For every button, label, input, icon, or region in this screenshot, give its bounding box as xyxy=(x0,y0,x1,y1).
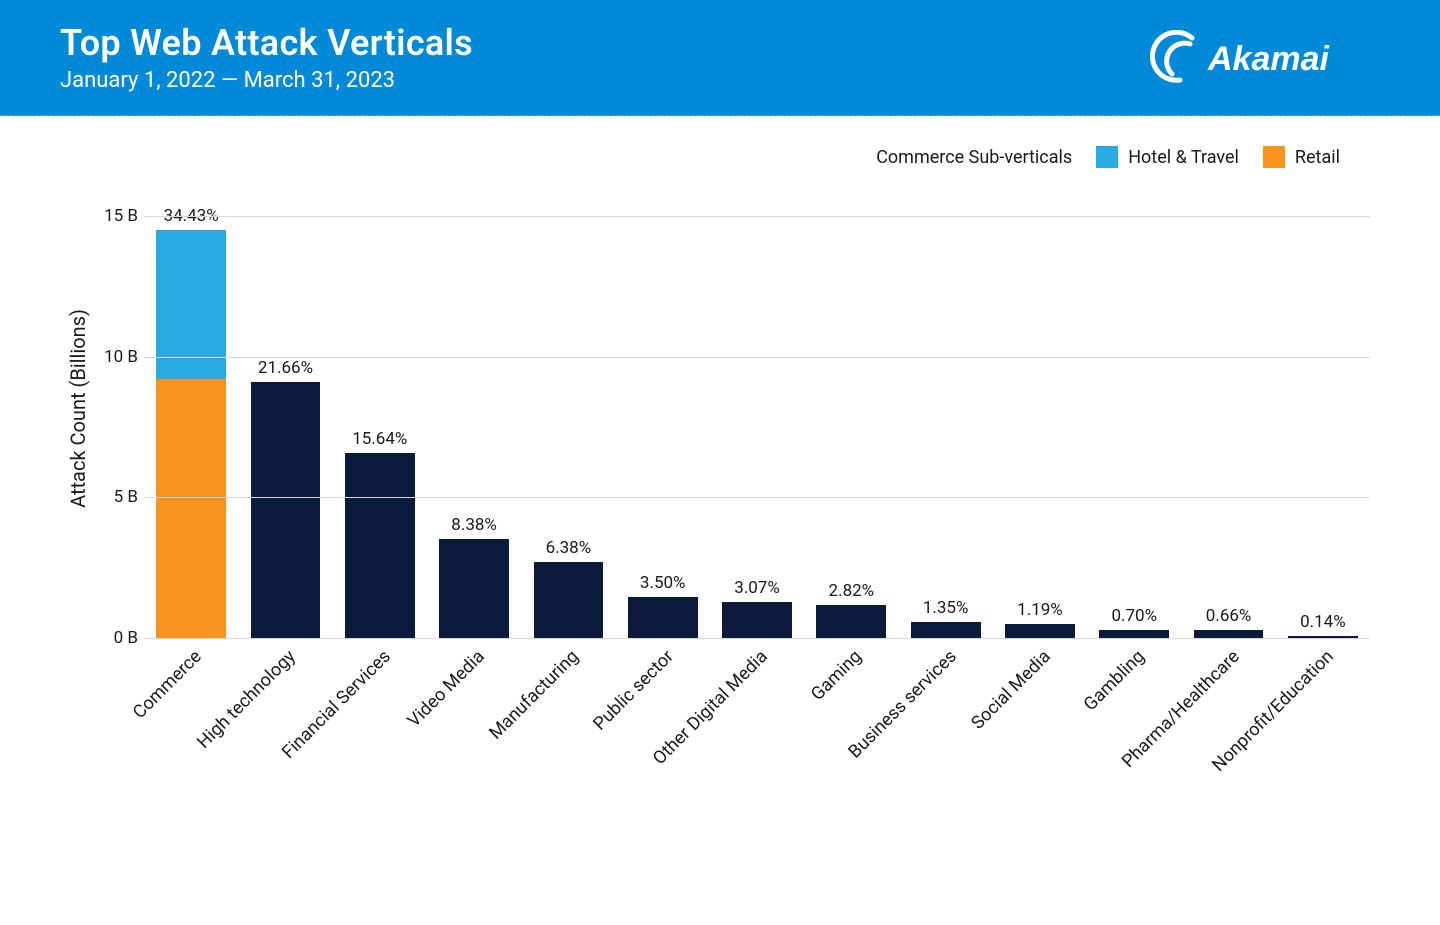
gridline xyxy=(144,357,1370,358)
bar xyxy=(439,539,509,638)
bar-segment xyxy=(251,382,321,639)
x-axis-label: Commerce xyxy=(129,646,206,723)
bar-segment xyxy=(722,602,792,638)
bar xyxy=(911,622,981,638)
bar xyxy=(1099,630,1169,638)
bar-slot: 0.70% xyxy=(1087,188,1181,638)
date-range: January 1, 2022 — March 31, 2023 xyxy=(60,68,473,93)
bar-slot: 21.66% xyxy=(238,188,332,638)
legend-swatch xyxy=(1096,146,1118,168)
bar-value-label: 6.38% xyxy=(546,538,592,558)
bar-slot: 3.07% xyxy=(710,188,804,638)
bar-value-label: 3.07% xyxy=(734,578,780,598)
y-axis-label: Attack Count (Billions) xyxy=(60,309,90,508)
bar-slot: 0.66% xyxy=(1181,188,1275,638)
bar-segment xyxy=(911,622,981,638)
plot-inner: 34.43% 21.66% 15.64% 8.38% 6.38% 3.50% 3.07% 2.… xyxy=(144,188,1370,638)
x-axis-label: Gaming xyxy=(807,646,866,705)
bar-value-label: 1.19% xyxy=(1017,600,1063,620)
y-tick-label: 0 B xyxy=(90,628,138,648)
bar-slot: 0.14% xyxy=(1276,188,1370,638)
bar xyxy=(345,453,415,638)
chart-container: Commerce Sub-verticals Hotel & Travel Re… xyxy=(0,116,1440,798)
bars-group: 34.43% 21.66% 15.64% 8.38% 6.38% 3.50% 3.07% 2.… xyxy=(144,188,1370,638)
bar xyxy=(1005,624,1075,638)
chart-area: Attack Count (Billions) 34.43% 21.66% 15.6… xyxy=(60,178,1380,798)
x-axis-label: Gambling xyxy=(1080,646,1149,715)
bar-value-label: 21.66% xyxy=(258,358,313,378)
bar-value-label: 0.66% xyxy=(1206,606,1252,626)
header-text: Top Web Attack Verticals January 1, 2022… xyxy=(60,22,473,93)
bar xyxy=(816,605,886,638)
page-title: Top Web Attack Verticals xyxy=(60,22,473,64)
bar xyxy=(156,230,226,638)
bar-value-label: 0.14% xyxy=(1300,612,1346,632)
legend-title: Commerce Sub-verticals xyxy=(876,147,1072,168)
bar-value-label: 3.50% xyxy=(640,573,686,593)
bar-segment xyxy=(628,597,698,638)
y-tick-label: 15 B xyxy=(90,206,138,226)
bar-segment xyxy=(1194,630,1264,638)
bar xyxy=(534,562,604,638)
bar-slot: 2.82% xyxy=(804,188,898,638)
svg-text:Akamai: Akamai xyxy=(1207,40,1331,78)
x-label-slot: Nonprofit/Education xyxy=(1276,638,1370,798)
legend-label: Retail xyxy=(1295,147,1340,168)
bar xyxy=(251,382,321,639)
legend-item-hotel-travel: Hotel & Travel xyxy=(1096,146,1239,168)
plot: 34.43% 21.66% 15.64% 8.38% 6.38% 3.50% 3.07% 2.… xyxy=(90,178,1380,798)
bar-value-label: 2.82% xyxy=(829,581,875,601)
akamai-logo: Akamai xyxy=(1150,30,1380,86)
bar-value-label: 0.70% xyxy=(1111,606,1157,626)
x-label-slot: Other Digital Media xyxy=(710,638,804,798)
bar-slot: 3.50% xyxy=(616,188,710,638)
bar-value-label: 15.64% xyxy=(352,429,407,449)
legend-swatch xyxy=(1263,146,1285,168)
bar-segment xyxy=(156,379,226,638)
bar-value-label: 1.35% xyxy=(923,598,969,618)
bar-slot: 15.64% xyxy=(333,188,427,638)
y-tick-label: 5 B xyxy=(90,487,138,507)
bar-value-label: 8.38% xyxy=(451,515,497,535)
bar xyxy=(722,602,792,638)
bar-segment xyxy=(1005,624,1075,638)
bar xyxy=(1194,630,1264,638)
header-banner: Top Web Attack Verticals January 1, 2022… xyxy=(0,0,1440,116)
gridline xyxy=(144,497,1370,498)
bar-slot: 1.19% xyxy=(993,188,1087,638)
gridline xyxy=(144,216,1370,217)
bar xyxy=(628,597,698,638)
y-tick-label: 10 B xyxy=(90,347,138,367)
legend-label: Hotel & Travel xyxy=(1128,147,1239,168)
bar-segment xyxy=(534,562,604,638)
legend: Commerce Sub-verticals Hotel & Travel Re… xyxy=(60,146,1380,168)
x-label-slot: Social Media xyxy=(993,638,1087,798)
x-axis-labels: CommerceHigh technologyFinancial Service… xyxy=(144,638,1370,798)
bar-segment xyxy=(1099,630,1169,638)
bar-slot: 1.35% xyxy=(899,188,993,638)
bar-segment xyxy=(439,539,509,638)
bar-slot: 8.38% xyxy=(427,188,521,638)
bar-segment xyxy=(816,605,886,638)
bar-segment xyxy=(345,453,415,638)
bar-slot: 6.38% xyxy=(521,188,615,638)
bar-slot: 34.43% xyxy=(144,188,238,638)
legend-item-retail: Retail xyxy=(1263,146,1340,168)
